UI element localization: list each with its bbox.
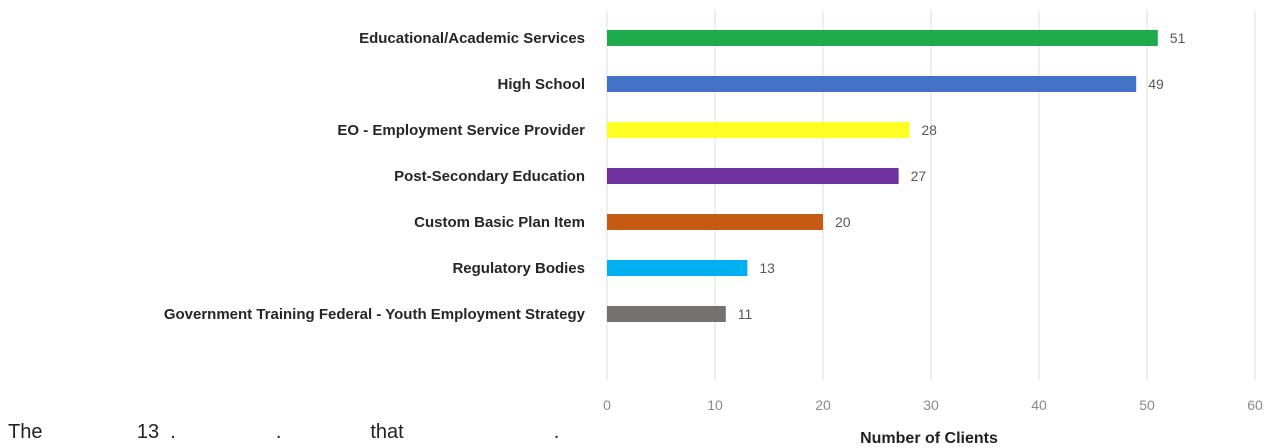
x-tick-label: 60	[1247, 397, 1263, 413]
category-label: Post-Secondary Education	[394, 168, 585, 185]
x-tick-label: 30	[923, 397, 939, 413]
x-tick-label: 10	[707, 397, 723, 413]
figure-caption: The 13 . . that .	[8, 421, 559, 443]
bar	[607, 214, 823, 230]
data-label: 51	[1170, 30, 1186, 46]
x-axis-title: Number of Clients	[860, 430, 998, 447]
x-tick-label: 40	[1031, 397, 1047, 413]
data-label: 13	[759, 260, 775, 276]
bar	[607, 30, 1158, 46]
bar	[607, 260, 748, 276]
category-label: Educational/Academic Services	[359, 30, 585, 47]
bar	[607, 76, 1137, 92]
x-tick-label: 50	[1139, 397, 1155, 413]
bar	[607, 306, 726, 322]
data-labels: 51 49 28 27 20 13 11	[738, 30, 1186, 322]
bars	[607, 30, 1158, 322]
data-label: 11	[738, 306, 753, 322]
data-label: 20	[835, 214, 851, 230]
category-labels: Educational/Academic Services High School…	[164, 30, 586, 323]
bar	[607, 168, 899, 184]
x-tick-labels: 0 10 20 30 40 50 60	[603, 397, 1263, 413]
category-label: Custom Basic Plan Item	[414, 214, 585, 231]
x-tick-label: 20	[815, 397, 831, 413]
category-label: Government Training Federal - Youth Empl…	[164, 306, 586, 323]
category-label: Regulatory Bodies	[452, 260, 585, 277]
data-label: 28	[921, 122, 937, 138]
category-label: High School	[498, 76, 586, 93]
x-tick-label: 0	[603, 397, 611, 413]
data-label: 27	[911, 168, 927, 184]
category-label: EO - Employment Service Provider	[337, 122, 585, 139]
data-label: 49	[1148, 76, 1164, 92]
gridlines	[606, 10, 1256, 380]
bar	[607, 122, 910, 138]
